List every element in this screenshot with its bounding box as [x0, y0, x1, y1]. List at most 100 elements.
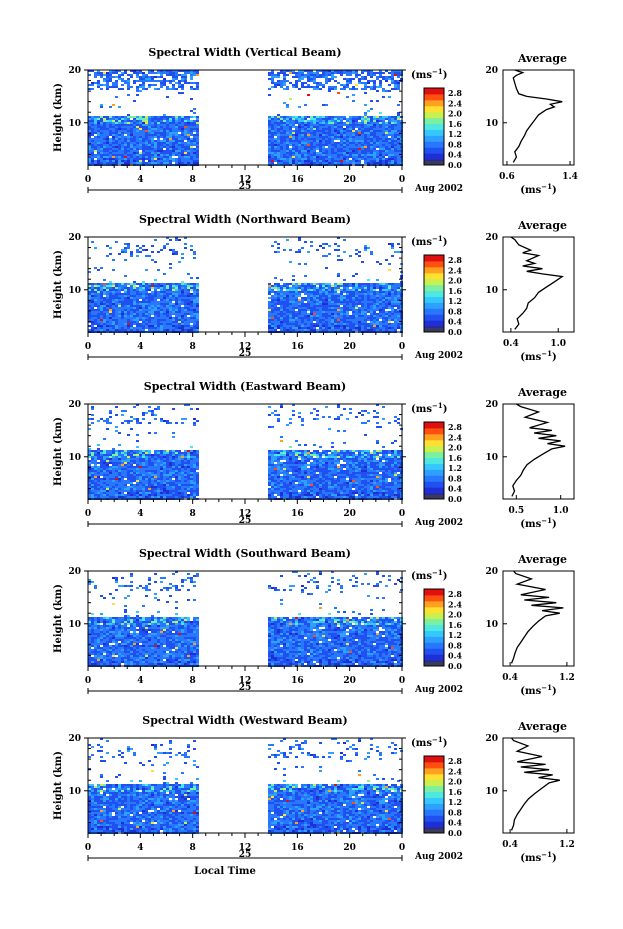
heatmap-cell	[178, 315, 181, 317]
heatmap-cell	[349, 321, 352, 323]
heatmap-cell	[361, 150, 364, 152]
heatmap-cell	[304, 289, 307, 291]
heatmap-cell	[160, 305, 163, 307]
heatmap-cell	[154, 313, 157, 315]
heatmap-cell	[337, 259, 340, 261]
heatmap-cell	[136, 120, 139, 122]
heatmap-cell	[109, 247, 112, 249]
heatmap-cell	[139, 126, 142, 128]
heatmap-cell	[397, 126, 400, 128]
heatmap-cell	[316, 120, 319, 122]
heatmap-cell	[127, 311, 130, 313]
heatmap-cell	[361, 299, 364, 301]
heatmap-cell	[97, 307, 100, 309]
heatmap-cell	[379, 132, 382, 134]
heatmap-cell	[178, 84, 181, 86]
heatmap-cell	[382, 150, 385, 152]
heatmap-cell	[361, 315, 364, 317]
heatmap-cell	[298, 150, 301, 152]
heatmap-cell	[346, 323, 349, 325]
heatmap-cell	[376, 122, 379, 124]
heatmap-cell	[172, 154, 175, 156]
heatmap-cell	[154, 150, 157, 152]
heatmap-cell	[283, 287, 286, 289]
heatmap-cell	[88, 126, 91, 128]
heatmap-cell	[385, 140, 388, 142]
heatmap-cell	[169, 263, 172, 265]
heatmap-cell	[115, 293, 118, 295]
heatmap-cell	[280, 285, 283, 287]
heatmap-cell	[280, 70, 283, 72]
heatmap-cell	[136, 86, 139, 88]
heatmap-cell	[274, 327, 277, 329]
heatmap-cell	[298, 323, 301, 325]
heatmap-cell	[346, 152, 349, 154]
heatmap-cell	[142, 249, 145, 251]
heatmap-cell	[391, 118, 394, 120]
heatmap-cell	[283, 138, 286, 140]
heatmap-cell	[379, 118, 382, 120]
heatmap-cell	[118, 118, 121, 120]
heatmap-cell	[100, 329, 103, 331]
heatmap-cell	[94, 468, 97, 470]
heatmap-cell	[367, 122, 370, 124]
heatmap-cell	[271, 128, 274, 130]
heatmap-cell	[337, 327, 340, 329]
heatmap-cell	[337, 154, 340, 156]
heatmap-cell	[298, 263, 301, 265]
heatmap-cell	[127, 293, 130, 295]
heatmap-cell	[124, 140, 127, 142]
heatmap-cell	[178, 120, 181, 122]
heatmap-cell	[313, 76, 316, 78]
heatmap-cell	[319, 329, 322, 331]
heatmap-cell	[178, 128, 181, 130]
heatmap-cell	[355, 72, 358, 74]
heatmap-cell	[91, 486, 94, 488]
heatmap-cell	[181, 132, 184, 134]
heatmap-cell	[373, 122, 376, 124]
heatmap-cell	[181, 148, 184, 150]
heatmap-cell	[394, 132, 397, 134]
heatmap-cell	[367, 319, 370, 321]
heatmap-cell	[142, 132, 145, 134]
heatmap-cell	[340, 140, 343, 142]
heatmap-cell	[370, 297, 373, 299]
heatmap-cell	[157, 118, 160, 120]
heatmap-cell	[184, 80, 187, 82]
heatmap-cell	[391, 74, 394, 76]
heatmap-cell	[157, 317, 160, 319]
heatmap-cell	[337, 128, 340, 130]
heatmap-cell	[364, 249, 367, 251]
x-tick-label: 4	[137, 342, 143, 352]
heatmap-cell	[112, 132, 115, 134]
heatmap-cell	[109, 285, 112, 287]
heatmap-cell	[358, 130, 361, 132]
heatmap-cell	[145, 124, 148, 126]
heatmap-cell	[169, 140, 172, 142]
heatmap-cell	[181, 323, 184, 325]
heatmap-cell	[136, 283, 139, 285]
heatmap-cell	[97, 305, 100, 307]
heatmap-cell	[154, 293, 157, 295]
heatmap-cell	[115, 128, 118, 130]
heatmap-cell	[109, 291, 112, 293]
heatmap-cell	[160, 315, 163, 317]
heatmap-cell	[175, 138, 178, 140]
heatmap-cell	[145, 122, 148, 124]
heatmap-cell	[376, 76, 379, 78]
heatmap-cell	[271, 319, 274, 321]
heatmap-cell	[91, 122, 94, 124]
heatmap-cell	[175, 285, 178, 287]
heatmap-cell	[358, 82, 361, 84]
heatmap-cell	[352, 124, 355, 126]
heatmap-cell	[295, 134, 298, 136]
colorbar-frame	[423, 87, 445, 166]
heatmap-cell	[319, 162, 322, 164]
heatmap-cell	[112, 317, 115, 319]
heatmap-cell	[100, 315, 103, 317]
heatmap-cell	[337, 273, 340, 275]
heatmap-cell	[97, 152, 100, 154]
heatmap-cell	[136, 134, 139, 136]
heatmap-cell	[124, 305, 127, 307]
heatmap-cell	[367, 285, 370, 287]
